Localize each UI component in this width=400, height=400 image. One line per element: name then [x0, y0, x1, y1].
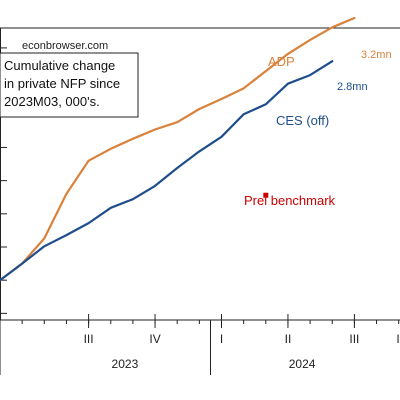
- series-line-adp: [0, 16, 356, 282]
- x-tick-label: III: [84, 332, 94, 346]
- x-tick-label: I: [220, 332, 223, 346]
- year-labels: 2023 2024: [112, 357, 316, 371]
- series-label-ces: CES (off): [276, 113, 329, 128]
- point-marker-prel-benchmark: [263, 192, 269, 198]
- x-tick-label: III: [349, 332, 359, 346]
- x-tick-label: II: [285, 332, 292, 346]
- source-note: econbrowser.com: [22, 40, 108, 52]
- x-tick-label: I: [396, 332, 399, 346]
- annotation-line-3: 2023M03, 000's.: [4, 94, 100, 109]
- series-line-ces-off: [0, 60, 334, 282]
- x-ticks: [0, 314, 400, 375]
- year-label: 2024: [289, 357, 316, 371]
- point-label-prel-benchmark: Prel benchmark: [244, 193, 336, 208]
- annotation-line-1: Cumulative change: [4, 58, 115, 73]
- year-label: 2023: [112, 357, 139, 371]
- end-label-adp: 3.2mn: [361, 49, 392, 61]
- x-tick-labels: III IV I II III I: [84, 332, 400, 346]
- annotation-box: Cumulative change in private NFP since 2…: [0, 52, 139, 118]
- point-markers: [263, 192, 269, 198]
- end-label-ces: 2.8mn: [337, 81, 368, 93]
- series-label-adp: ADP: [268, 54, 295, 69]
- annotation-line-2: in private NFP since: [4, 76, 120, 91]
- x-tick-label: IV: [149, 332, 160, 346]
- series-lines: [0, 16, 356, 282]
